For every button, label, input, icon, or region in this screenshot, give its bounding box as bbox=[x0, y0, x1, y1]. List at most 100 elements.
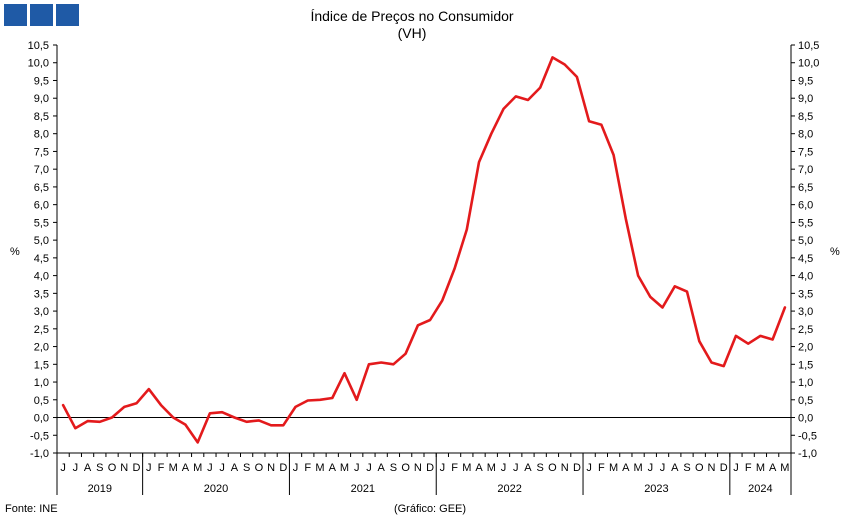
y-tick-label-right: 7,5 bbox=[798, 146, 813, 158]
month-label: J bbox=[513, 462, 519, 474]
credit-note: (Gráfico: GEE) bbox=[394, 503, 466, 515]
y-tick-label-left: 8,0 bbox=[34, 129, 49, 141]
month-label: J bbox=[146, 462, 152, 474]
month-label: A bbox=[622, 462, 630, 474]
y-tick-label-left: 6,0 bbox=[34, 200, 49, 212]
month-label: A bbox=[378, 462, 386, 474]
y-tick-label-right: 10,0 bbox=[798, 58, 819, 70]
y-tick-label-left: 2,5 bbox=[34, 324, 49, 336]
y-tick-label-left: 1,0 bbox=[34, 377, 49, 389]
month-label: A bbox=[231, 462, 239, 474]
month-label: J bbox=[648, 462, 654, 474]
y-tick-label-right: 2,0 bbox=[798, 342, 813, 354]
month-label: D bbox=[133, 462, 141, 474]
y-tick-label-left: 4,0 bbox=[34, 271, 49, 283]
y-ticks-left: -1,0 -0,5 0,0 0,5 1,0 1,5 2,0 2,5 3,0 3,5 4,0 4,5 5,… bbox=[28, 40, 57, 460]
month-label: S bbox=[243, 462, 250, 474]
y-tick-label-right: -1,0 bbox=[798, 448, 817, 460]
y-tick-label-right: 0,0 bbox=[798, 413, 813, 425]
y-tick-label-right: -0,5 bbox=[798, 430, 817, 442]
month-label: D bbox=[426, 462, 434, 474]
month-label: M bbox=[487, 462, 496, 474]
y-tick-label-right: 3,5 bbox=[798, 288, 813, 300]
y-axis-label-left: % bbox=[10, 246, 20, 258]
month-label: N bbox=[414, 462, 422, 474]
month-label: J bbox=[219, 462, 225, 474]
y-tick-label-right: 7,0 bbox=[798, 164, 813, 176]
y-tick-label-left: -1,0 bbox=[30, 448, 49, 460]
y-tick-label-right: 8,0 bbox=[798, 129, 813, 141]
y-tick-label-left: 7,0 bbox=[34, 164, 49, 176]
series-line bbox=[61, 56, 787, 444]
month-label: J bbox=[733, 462, 739, 474]
month-label: M bbox=[315, 462, 324, 474]
month-label: O bbox=[108, 462, 117, 474]
y-tick-label-right: 6,0 bbox=[798, 200, 813, 212]
y-tick-label-left: 8,5 bbox=[34, 111, 49, 123]
y-ticks-right: -1,0 -0,5 0,0 0,5 1,0 1,5 2,0 2,5 3,0 3,5 4,0 4,5 5,… bbox=[791, 40, 819, 460]
month-label: J bbox=[501, 462, 507, 474]
y-tick-label-left: 10,5 bbox=[28, 40, 49, 52]
month-label: A bbox=[84, 462, 92, 474]
y-tick-label-right: 10,5 bbox=[798, 40, 819, 52]
y-tick-label-left: 4,5 bbox=[34, 253, 49, 265]
month-label: F bbox=[598, 462, 605, 474]
month-label: J bbox=[660, 462, 666, 474]
month-label: O bbox=[548, 462, 557, 474]
month-label: J bbox=[293, 462, 299, 474]
month-label: N bbox=[561, 462, 569, 474]
month-label: S bbox=[390, 462, 397, 474]
y-tick-label-right: 9,5 bbox=[798, 75, 813, 87]
y-tick-label-right: 5,5 bbox=[798, 217, 813, 229]
year-label: 2022 bbox=[497, 483, 521, 495]
y-tick-label-left: 1,5 bbox=[34, 359, 49, 371]
chart-title: Índice de Preços no Consumidor bbox=[310, 8, 513, 24]
month-label: M bbox=[609, 462, 618, 474]
month-label: D bbox=[573, 462, 581, 474]
y-axis-label-right: % bbox=[830, 246, 840, 258]
y-tick-label-right: 1,5 bbox=[798, 359, 813, 371]
month-label: F bbox=[158, 462, 165, 474]
month-label: J bbox=[73, 462, 79, 474]
chart-subtitle: (VH) bbox=[398, 25, 427, 41]
y-tick-label-left: 9,5 bbox=[34, 75, 49, 87]
axes bbox=[56, 45, 792, 495]
month-label: O bbox=[255, 462, 264, 474]
month-label: F bbox=[745, 462, 752, 474]
month-label: D bbox=[720, 462, 728, 474]
y-tick-label-left: 5,5 bbox=[34, 217, 49, 229]
month-label: J bbox=[207, 462, 213, 474]
y-tick-label-left: 10,0 bbox=[28, 58, 49, 70]
logo-square bbox=[56, 4, 79, 26]
logo-square bbox=[30, 4, 53, 26]
month-label: N bbox=[120, 462, 128, 474]
logo bbox=[4, 4, 79, 26]
y-tick-label-left: 5,0 bbox=[34, 235, 49, 247]
y-tick-label-right: 4,5 bbox=[798, 253, 813, 265]
year-label: 2024 bbox=[748, 483, 772, 495]
year-label: 2021 bbox=[351, 483, 375, 495]
y-tick-label-left: 9,0 bbox=[34, 93, 49, 105]
month-label: J bbox=[60, 462, 66, 474]
month-label: N bbox=[267, 462, 275, 474]
y-tick-label-right: 2,5 bbox=[798, 324, 813, 336]
y-tick-label-right: 1,0 bbox=[798, 377, 813, 389]
y-tick-label-left: -0,5 bbox=[30, 430, 49, 442]
y-tick-label-right: 4,0 bbox=[798, 271, 813, 283]
y-tick-label-left: 2,0 bbox=[34, 342, 49, 354]
month-label: M bbox=[633, 462, 642, 474]
month-label: D bbox=[279, 462, 287, 474]
month-label: M bbox=[462, 462, 471, 474]
month-label: M bbox=[193, 462, 202, 474]
year-label: 2020 bbox=[204, 483, 228, 495]
month-label: A bbox=[182, 462, 190, 474]
month-label: A bbox=[475, 462, 483, 474]
y-tick-label-left: 3,5 bbox=[34, 288, 49, 300]
y-tick-label-right: 5,0 bbox=[798, 235, 813, 247]
series-layer bbox=[61, 56, 787, 444]
month-label: A bbox=[329, 462, 337, 474]
month-label: A bbox=[524, 462, 532, 474]
month-label: F bbox=[304, 462, 311, 474]
